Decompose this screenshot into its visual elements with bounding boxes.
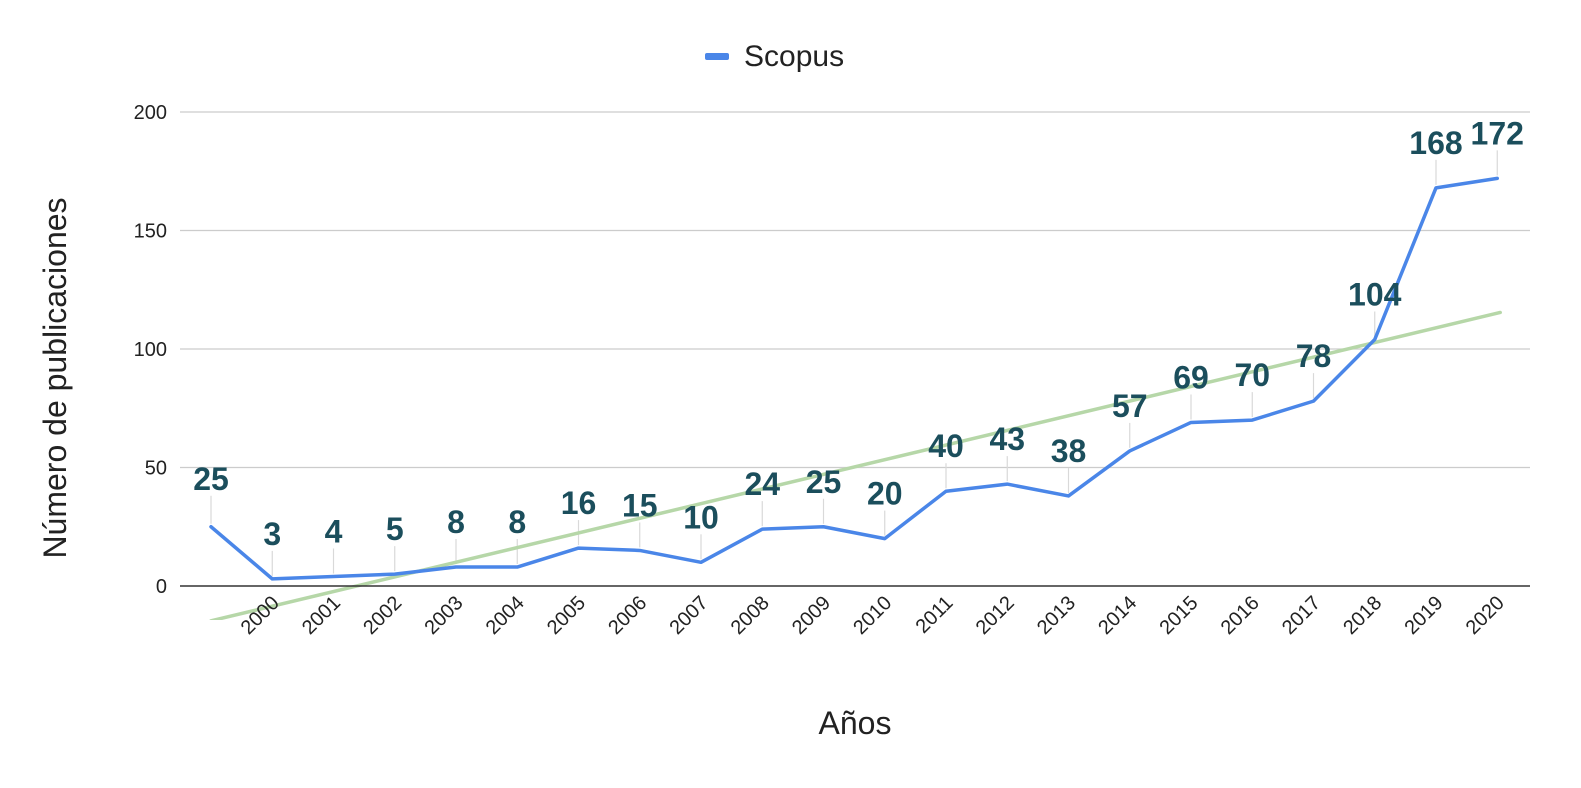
y-tick-label: 0 xyxy=(156,576,167,598)
x-tick-label: 2014 xyxy=(1094,592,1141,639)
x-tick-label: 2015 xyxy=(1156,592,1203,639)
data-label: 15 xyxy=(622,487,658,523)
data-label: 3 xyxy=(263,516,281,552)
data-label: 25 xyxy=(806,464,842,500)
data-label: 5 xyxy=(386,511,404,547)
x-tick-label: 2004 xyxy=(482,592,529,639)
series-line-scopus xyxy=(209,176,1499,581)
data-label-leaders xyxy=(210,150,1498,576)
data-label: 25 xyxy=(193,461,229,497)
x-tick-label: 2002 xyxy=(359,592,406,639)
data-label: 16 xyxy=(561,485,597,521)
data-label: 24 xyxy=(744,466,780,502)
data-label: 43 xyxy=(989,421,1025,457)
legend-swatch-scopus xyxy=(705,53,729,60)
x-tick-label: 2003 xyxy=(421,592,468,639)
data-label: 57 xyxy=(1112,388,1148,424)
legend-label-scopus: Scopus xyxy=(744,40,844,73)
x-tick-label: 2000 xyxy=(237,592,284,639)
data-label: 69 xyxy=(1173,359,1209,395)
x-tick-label: 2018 xyxy=(1339,592,1386,639)
data-label: 10 xyxy=(683,499,719,535)
data-label: 172 xyxy=(1471,115,1524,151)
x-tick-label: 2016 xyxy=(1217,592,1264,639)
data-label: 78 xyxy=(1296,338,1332,374)
data-label: 4 xyxy=(325,514,343,550)
y-tick-label: 100 xyxy=(134,339,167,361)
data-label: 40 xyxy=(928,428,964,464)
data-label: 8 xyxy=(447,504,465,540)
x-tick-label: 2007 xyxy=(666,592,713,639)
x-tick-label: 2013 xyxy=(1033,592,1080,639)
series-layer xyxy=(209,176,1499,581)
legend: Scopus xyxy=(705,40,844,73)
gridlines xyxy=(180,111,1530,469)
data-label: 38 xyxy=(1051,433,1087,469)
y-axis-title: Número de publicaciones xyxy=(37,197,73,558)
data-labels: 25 3 4 5 8 8 16 15 10 24 25 20 40 43 38 57 69 70 78 104 168 1… xyxy=(193,115,1524,552)
y-tick-label: 50 xyxy=(145,458,167,480)
data-label: 168 xyxy=(1409,125,1462,161)
x-tick-label: 2012 xyxy=(972,592,1019,639)
x-tick-label: 2005 xyxy=(543,592,590,639)
x-tick-label: 2008 xyxy=(727,592,774,639)
x-axis-title: Años xyxy=(819,705,892,741)
data-label: 104 xyxy=(1348,277,1402,313)
data-label: 70 xyxy=(1234,357,1270,393)
x-tick-label: 2009 xyxy=(788,592,835,639)
x-axis-ticks: 2000 2001 2002 2003 2004 2005 2006 2007 2008 2009… xyxy=(237,592,1509,639)
x-tick-label: 2019 xyxy=(1401,592,1448,639)
data-label: 8 xyxy=(508,504,526,540)
data-label: 20 xyxy=(867,476,903,512)
x-tick-label: 2010 xyxy=(849,592,896,639)
y-axis-ticks: 0 50 100 150 200 xyxy=(134,102,167,598)
x-tick-label: 2011 xyxy=(912,592,958,638)
x-tick-label: 2020 xyxy=(1462,592,1509,639)
y-tick-label: 150 xyxy=(134,221,167,243)
y-tick-label: 200 xyxy=(134,102,167,124)
x-tick-label: 2006 xyxy=(604,592,651,639)
x-tick-label: 2017 xyxy=(1278,592,1325,639)
